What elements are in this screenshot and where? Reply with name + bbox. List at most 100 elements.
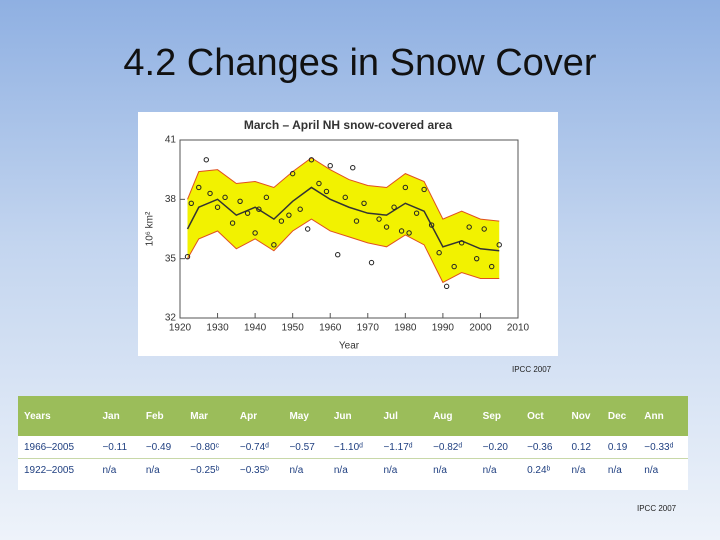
header-cell: Feb bbox=[139, 396, 185, 436]
observation-point bbox=[289, 170, 296, 177]
table-cell: 0.24ᵇ bbox=[527, 464, 551, 476]
header-cell: Dec bbox=[601, 396, 639, 436]
header-cell: Jul bbox=[377, 396, 428, 436]
observation-point bbox=[353, 218, 360, 224]
observation-point bbox=[335, 252, 341, 258]
x-tick-label: 1970 bbox=[357, 323, 380, 334]
x-tick-label: 1980 bbox=[394, 323, 417, 334]
header-cell: Mar bbox=[184, 396, 234, 436]
observation-point bbox=[458, 240, 465, 246]
chart: March – April NH snow-covered area Year … bbox=[138, 112, 558, 356]
observation-point bbox=[489, 263, 495, 270]
observation-point bbox=[398, 228, 405, 234]
table-cell: −0.80ᶜ bbox=[184, 436, 234, 459]
y-axis-label: 10⁶ km² bbox=[145, 211, 156, 246]
observation-point bbox=[361, 200, 367, 206]
observation-point bbox=[278, 218, 285, 224]
band-edge bbox=[187, 218, 500, 284]
table-cell: n/a bbox=[145, 464, 160, 476]
observation-point bbox=[252, 230, 258, 236]
observation-point bbox=[229, 220, 236, 226]
x-tick-label: 1930 bbox=[206, 323, 229, 334]
observation-point bbox=[323, 188, 330, 195]
observation-point bbox=[406, 230, 412, 236]
observation-point bbox=[383, 224, 390, 230]
header-cell: May bbox=[283, 396, 328, 436]
table-cell: n/a bbox=[571, 464, 586, 476]
observation-point bbox=[222, 194, 228, 201]
observation-point bbox=[342, 194, 348, 201]
observation-point bbox=[304, 226, 311, 232]
x-tick-label: 1920 bbox=[169, 323, 192, 334]
observation-point bbox=[214, 204, 221, 210]
observation-point bbox=[271, 242, 277, 248]
table-cell: −0.57 bbox=[283, 436, 328, 459]
observation-point bbox=[413, 210, 420, 216]
observation-point bbox=[188, 200, 194, 206]
observation-point bbox=[466, 224, 472, 230]
x-tick-label: 2000 bbox=[469, 323, 492, 334]
y-tick-label: 38 bbox=[165, 194, 177, 205]
observation-point bbox=[203, 157, 209, 163]
table-cell: 0.12 bbox=[565, 436, 602, 459]
observation-point bbox=[421, 186, 427, 193]
observation-point bbox=[316, 180, 322, 187]
table-cell: −0.33ᵈ bbox=[638, 436, 688, 459]
table-cell: −0.11 bbox=[96, 436, 140, 459]
table-cell: 1966–2005 bbox=[18, 436, 97, 459]
observation-point bbox=[473, 255, 480, 262]
observation-point bbox=[368, 259, 375, 266]
credit: IPCC 2007 bbox=[512, 365, 552, 374]
observation-point bbox=[196, 184, 202, 191]
observation-point bbox=[207, 190, 213, 197]
header-cell: Aug bbox=[427, 396, 477, 436]
observation-point bbox=[244, 210, 251, 216]
y-tick-label: 41 bbox=[165, 135, 177, 146]
x-tick-label: 2010 bbox=[507, 323, 530, 334]
table-panel: Years Jan Feb Mar Apr May Jun Jul Aug Sep Oct Nov De… bbox=[18, 396, 688, 490]
chart-title: March – April NH snow-covered area bbox=[244, 118, 453, 132]
table-cell: −1.10ᵈ bbox=[327, 436, 378, 459]
observation-point bbox=[443, 283, 450, 290]
header-cell: Apr bbox=[233, 396, 284, 436]
header-row: Years Jan Feb Mar Apr May Jun Jul Aug Sep Oct Nov De… bbox=[18, 396, 688, 436]
observation-point bbox=[376, 216, 382, 222]
table-cell: n/a bbox=[383, 464, 398, 476]
x-axis-label: Year bbox=[339, 341, 360, 352]
observation-point bbox=[297, 206, 303, 212]
table-cell: −0.49 bbox=[139, 436, 185, 459]
observation-point bbox=[237, 198, 243, 205]
table-cell: −0.20 bbox=[476, 436, 522, 459]
table-cell: −0.36 bbox=[521, 436, 566, 459]
band-edge bbox=[187, 157, 500, 222]
trend-line bbox=[186, 186, 500, 252]
observation-point bbox=[263, 194, 270, 201]
y-tick-label: 35 bbox=[165, 253, 177, 264]
table-cell: n/a bbox=[482, 464, 497, 476]
table-cell: n/a bbox=[102, 464, 117, 476]
x-tick-label: 1950 bbox=[282, 323, 305, 334]
table-cell: n/a bbox=[607, 464, 622, 476]
x-tick-label: 1990 bbox=[432, 323, 455, 334]
header-cell: Ann bbox=[638, 396, 688, 436]
x-tick-label: 1940 bbox=[244, 323, 267, 334]
observation-point bbox=[496, 242, 502, 248]
observation-point bbox=[451, 263, 457, 270]
table-cell: −0.82ᵈ bbox=[427, 436, 477, 459]
observation-point bbox=[350, 164, 356, 171]
footer-credit: IPCC 2007 bbox=[637, 504, 677, 513]
observation-point bbox=[256, 206, 262, 212]
plot-frame bbox=[179, 139, 519, 319]
observation-point bbox=[391, 204, 397, 210]
observation-point bbox=[308, 157, 315, 163]
observation-point bbox=[184, 253, 191, 260]
observation-point bbox=[428, 222, 435, 228]
header-cell: Oct bbox=[521, 396, 566, 436]
table-row: 1922–2005 n/a n/a −0.25ᵇ −0.35ᵇ n/a n/a n/a n/a n… bbox=[18, 459, 688, 482]
band-fill bbox=[187, 157, 500, 283]
observation-point bbox=[327, 163, 333, 169]
table-row: 1966–2005 −0.11 −0.49 −0.80ᶜ −0.74ᵈ −0.57 −1.1… bbox=[18, 436, 688, 459]
table: Years Jan Feb Mar Apr May Jun Jul Aug Sep Oct Nov De… bbox=[18, 396, 688, 481]
y-tick-label: 32 bbox=[165, 313, 177, 324]
